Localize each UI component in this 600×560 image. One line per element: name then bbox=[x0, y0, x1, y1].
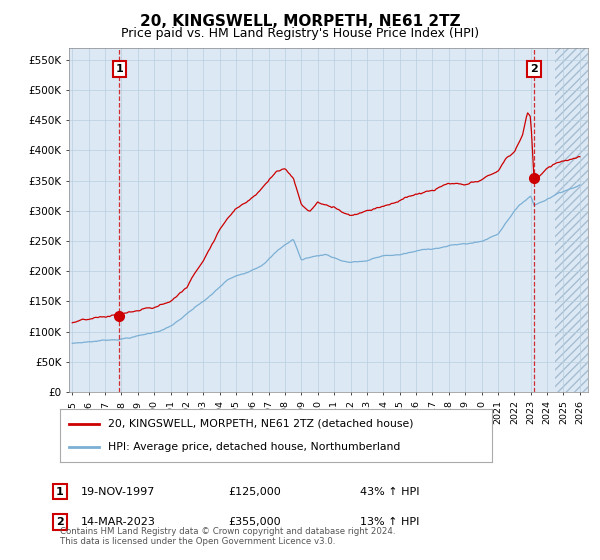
Text: 14-MAR-2023: 14-MAR-2023 bbox=[81, 517, 156, 527]
Text: 2: 2 bbox=[56, 517, 64, 527]
Text: Contains HM Land Registry data © Crown copyright and database right 2024.
This d: Contains HM Land Registry data © Crown c… bbox=[60, 526, 395, 546]
Text: 19-NOV-1997: 19-NOV-1997 bbox=[81, 487, 155, 497]
Text: 20, KINGSWELL, MORPETH, NE61 2TZ (detached house): 20, KINGSWELL, MORPETH, NE61 2TZ (detach… bbox=[107, 419, 413, 429]
Text: 43% ↑ HPI: 43% ↑ HPI bbox=[360, 487, 419, 497]
Text: HPI: Average price, detached house, Northumberland: HPI: Average price, detached house, Nort… bbox=[107, 442, 400, 452]
Text: 13% ↑ HPI: 13% ↑ HPI bbox=[360, 517, 419, 527]
Text: £355,000: £355,000 bbox=[228, 517, 281, 527]
Text: £125,000: £125,000 bbox=[228, 487, 281, 497]
Text: 1: 1 bbox=[116, 64, 124, 74]
Text: 2: 2 bbox=[530, 64, 538, 74]
Text: Price paid vs. HM Land Registry's House Price Index (HPI): Price paid vs. HM Land Registry's House … bbox=[121, 27, 479, 40]
Text: 20, KINGSWELL, MORPETH, NE61 2TZ: 20, KINGSWELL, MORPETH, NE61 2TZ bbox=[140, 14, 460, 29]
Text: 1: 1 bbox=[56, 487, 64, 497]
